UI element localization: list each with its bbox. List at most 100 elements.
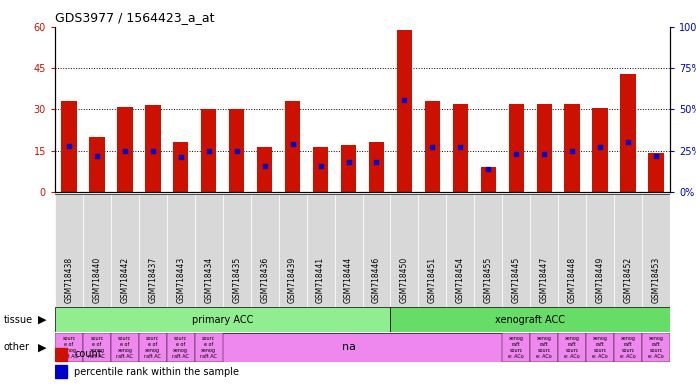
Text: GSM718436: GSM718436 [260, 257, 269, 303]
Text: GSM718449: GSM718449 [596, 257, 605, 303]
Text: sourc
e of
xenog
raft AC: sourc e of xenog raft AC [144, 336, 161, 359]
Bar [592, 108, 608, 192]
Bar [369, 142, 384, 192]
Bar [139, 194, 167, 309]
Bar [111, 194, 139, 309]
Text: na: na [342, 342, 356, 353]
Bar [474, 194, 503, 309]
Bar [55, 333, 83, 362]
Bar [313, 147, 329, 192]
Bar [503, 333, 530, 362]
Bar [195, 194, 223, 309]
Bar [201, 109, 216, 192]
Text: GSM718438: GSM718438 [65, 257, 74, 303]
Bar [452, 104, 468, 192]
Text: GSM718437: GSM718437 [148, 257, 157, 303]
Bar [285, 101, 300, 192]
Bar [390, 194, 418, 309]
Text: GSM718440: GSM718440 [93, 257, 102, 303]
Bar [55, 194, 83, 309]
Text: sourc
e of
xenog
raft AC: sourc e of xenog raft AC [173, 336, 189, 359]
Text: GSM718446: GSM718446 [372, 257, 381, 303]
Bar [307, 194, 335, 309]
Text: xenog
raft
sourc
e: ACo: xenog raft sourc e: ACo [537, 336, 552, 359]
Bar [564, 104, 580, 192]
Bar [363, 194, 390, 309]
Bar [586, 194, 614, 309]
Bar [642, 194, 670, 309]
Bar [229, 109, 244, 192]
Bar [446, 194, 474, 309]
Bar [649, 154, 664, 192]
Text: percentile rank within the sample: percentile rank within the sample [74, 366, 239, 377]
Text: GSM718455: GSM718455 [484, 257, 493, 303]
Bar [61, 101, 77, 192]
Bar [620, 74, 635, 192]
Bar [139, 333, 167, 362]
Bar [117, 107, 132, 192]
Text: sourc
e of
xenog
raft AC: sourc e of xenog raft AC [88, 336, 105, 359]
Bar [397, 30, 412, 192]
Bar [425, 101, 440, 192]
Text: GSM718450: GSM718450 [400, 257, 409, 303]
Bar [173, 142, 189, 192]
Bar [55, 365, 68, 378]
Text: GSM718439: GSM718439 [288, 257, 297, 303]
Bar [530, 194, 558, 309]
Text: other: other [3, 342, 29, 353]
Text: GDS3977 / 1564423_a_at: GDS3977 / 1564423_a_at [55, 12, 214, 25]
Bar [278, 194, 307, 309]
Bar [195, 333, 223, 362]
Bar [335, 194, 363, 309]
Bar [341, 145, 356, 192]
Bar [614, 333, 642, 362]
Bar [530, 333, 558, 362]
Text: GSM718434: GSM718434 [204, 257, 213, 303]
Bar [390, 307, 670, 332]
Bar [223, 194, 251, 309]
Text: GSM718435: GSM718435 [232, 257, 242, 303]
Text: GSM718454: GSM718454 [456, 257, 465, 303]
Text: primary ACC: primary ACC [192, 314, 253, 325]
Bar [55, 348, 68, 361]
Bar [558, 194, 586, 309]
Bar [509, 104, 524, 192]
Bar [89, 137, 104, 192]
Text: GSM718441: GSM718441 [316, 257, 325, 303]
Text: ▶: ▶ [38, 342, 47, 353]
Bar [55, 307, 390, 332]
Bar [481, 167, 496, 192]
Text: count: count [74, 349, 102, 359]
Text: sourc
e of
xenog
raft AC: sourc e of xenog raft AC [200, 336, 217, 359]
Text: GSM718451: GSM718451 [428, 257, 437, 303]
Text: sourc
e of
xenog
raft AC: sourc e of xenog raft AC [61, 336, 77, 359]
Bar [537, 104, 552, 192]
Text: GSM718452: GSM718452 [624, 257, 633, 303]
Bar [614, 194, 642, 309]
Bar [503, 194, 530, 309]
Text: xenog
raft
sourc
e: ACo: xenog raft sourc e: ACo [620, 336, 636, 359]
Text: xenograft ACC: xenograft ACC [496, 314, 565, 325]
Text: sourc
e of
xenog
raft AC: sourc e of xenog raft AC [116, 336, 134, 359]
Bar [257, 147, 272, 192]
Text: xenog
raft
sourc
e: ACo: xenog raft sourc e: ACo [564, 336, 580, 359]
Text: GSM718445: GSM718445 [512, 257, 521, 303]
Bar [558, 333, 586, 362]
Bar [642, 333, 670, 362]
Text: xenog
raft
sourc
e: ACo: xenog raft sourc e: ACo [508, 336, 524, 359]
Text: GSM718447: GSM718447 [539, 257, 548, 303]
Bar [83, 333, 111, 362]
Bar [251, 194, 278, 309]
Text: GSM718442: GSM718442 [120, 257, 129, 303]
Bar [111, 333, 139, 362]
Text: GSM718453: GSM718453 [651, 257, 661, 303]
Text: ▶: ▶ [38, 314, 47, 325]
Text: tissue: tissue [3, 314, 33, 325]
Bar [418, 194, 446, 309]
Bar [586, 333, 614, 362]
Text: xenog
raft
sourc
e: ACo: xenog raft sourc e: ACo [648, 336, 664, 359]
Text: xenog
raft
sourc
e: ACo: xenog raft sourc e: ACo [592, 336, 608, 359]
Bar [167, 333, 195, 362]
Bar [145, 105, 161, 192]
Bar [83, 194, 111, 309]
